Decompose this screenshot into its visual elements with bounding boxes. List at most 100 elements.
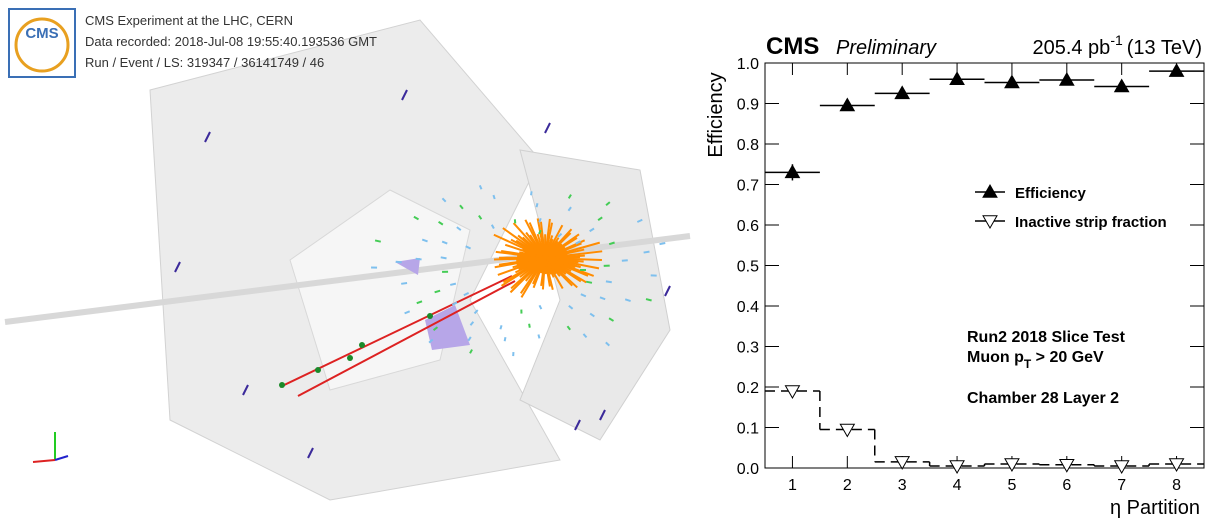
hit: [492, 194, 496, 200]
hit: [659, 242, 666, 246]
axis-icon: [54, 455, 69, 461]
y-tick-label: 0.5: [737, 259, 759, 276]
hit: [440, 256, 447, 260]
hit: [589, 227, 595, 233]
logo-ring: [14, 17, 70, 73]
hit: [567, 206, 572, 212]
marker: [1113, 460, 1130, 474]
hit: [605, 341, 610, 347]
jet-track: [544, 257, 582, 283]
jet-track: [544, 257, 558, 275]
marker: [1058, 72, 1075, 86]
hit: [567, 194, 572, 199]
hit: [586, 280, 593, 284]
hit: [608, 317, 615, 322]
hit: [621, 259, 628, 262]
calo-tower: [425, 305, 470, 350]
segment: [307, 447, 314, 459]
hit: [624, 298, 631, 302]
hits: [174, 89, 671, 459]
marker: [1004, 74, 1020, 89]
jet-track: [515, 239, 546, 259]
event-info: Run / Event / LS: 319347 / 36141749 / 46: [85, 55, 324, 70]
event-info: CMS Experiment at the LHC, CERN: [85, 13, 293, 28]
jet-track: [498, 257, 546, 266]
hit: [528, 323, 531, 328]
hit: [374, 239, 381, 243]
hit: [469, 321, 475, 326]
y-tick-label: 0.7: [737, 178, 759, 195]
hit: [568, 304, 574, 310]
y-axis-label: Efficiency: [705, 72, 727, 157]
marker: [949, 460, 965, 474]
x-tick-label: 4: [953, 477, 962, 494]
chart: CMS Preliminary 205.4 pb-1 (13 TeV) Effic…: [705, 32, 1202, 519]
hit: [478, 215, 483, 220]
jet-track: [544, 232, 572, 259]
experiment: CMS: [766, 33, 819, 60]
jet-track: [522, 236, 546, 259]
jet-track: [544, 222, 554, 259]
hit: [643, 250, 650, 254]
legend-label: Inactive strip fraction: [1015, 214, 1167, 231]
y-tick-label: 0.4: [737, 299, 759, 316]
hit: [415, 257, 422, 261]
jet-track: [544, 256, 581, 259]
hit: [566, 325, 571, 331]
hit: [416, 300, 423, 305]
hit: [456, 226, 462, 231]
segment: [204, 131, 211, 143]
marker: [1113, 78, 1130, 93]
hit: [421, 238, 428, 243]
hit: [478, 185, 483, 190]
segment: [574, 419, 581, 431]
rechit: [347, 355, 353, 361]
x-tick-label: 8: [1172, 477, 1181, 494]
hit: [557, 232, 563, 238]
segment: [401, 89, 408, 101]
jet-track: [544, 241, 601, 259]
legend-marker: [982, 183, 998, 198]
hit: [441, 240, 448, 245]
y-tick-label: 0.8: [737, 137, 759, 154]
segment: [599, 409, 606, 421]
marker: [894, 85, 911, 100]
hit: [608, 241, 615, 246]
y-tick-label: 0.6: [737, 218, 759, 235]
jet-track: [519, 257, 546, 294]
hit: [401, 282, 408, 285]
event-display: CMS CMS Experiment at the LHC, CERN Data…: [4, 8, 691, 501]
x-axis-label: η Partition: [1110, 497, 1200, 519]
marker: [1168, 63, 1185, 77]
marker: [1058, 459, 1075, 473]
hit: [582, 333, 588, 339]
segment: [242, 384, 249, 396]
logo-text: CMS: [25, 25, 58, 42]
x-tick-label: 1: [788, 477, 797, 494]
hit: [530, 191, 533, 196]
rechit: [427, 313, 433, 319]
hit: [467, 336, 472, 342]
segment: [664, 285, 671, 297]
legend-marker: [982, 215, 998, 230]
marker: [894, 456, 911, 470]
hit: [459, 204, 464, 210]
hit: [605, 201, 611, 207]
hit: [645, 298, 652, 302]
x-tick-label: 6: [1062, 477, 1071, 494]
x-tick-label: 3: [898, 477, 907, 494]
hit: [589, 312, 595, 318]
annotation: Chamber 28 Layer 2: [967, 390, 1119, 407]
marker: [784, 164, 801, 179]
y-tick-label: 0.1: [737, 421, 759, 438]
rechit: [279, 382, 285, 388]
rechit: [359, 342, 365, 348]
hit: [535, 202, 539, 208]
hit: [580, 293, 587, 298]
hit: [441, 197, 447, 203]
jet-track: [544, 257, 551, 287]
hit: [538, 304, 543, 310]
x-tick-label: 7: [1117, 477, 1126, 494]
hit: [605, 280, 612, 284]
hit: [404, 310, 411, 315]
